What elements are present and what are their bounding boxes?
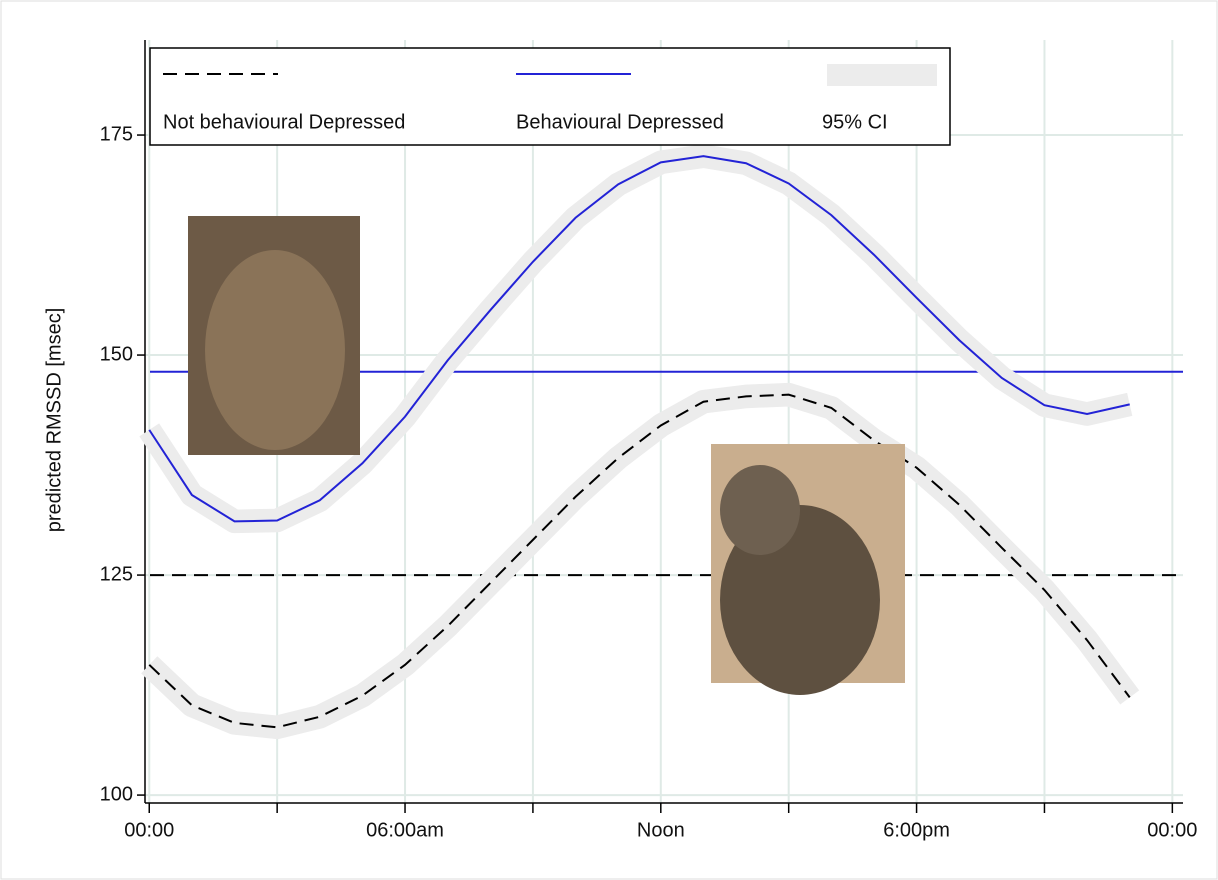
x-tick-label: 06:00am — [366, 819, 444, 841]
x-tick-label: 00:00 — [124, 819, 174, 841]
x-tick-label: Noon — [637, 819, 685, 841]
legend-label: Not behavioural Depressed — [163, 111, 405, 133]
legend-swatch — [827, 64, 937, 86]
y-axis-label: predicted RMSSD [msec] — [43, 308, 65, 533]
photo-not-depressed-head — [720, 465, 800, 555]
photo-depressed-figure — [205, 250, 345, 450]
legend-label: 95% CI — [822, 111, 888, 133]
legend-label: Behavioural Depressed — [516, 111, 724, 133]
chart: 10012515017500:0006:00amNoon6:00pm00:00 … — [0, 0, 1218, 880]
y-tick-label: 175 — [100, 123, 133, 145]
legend: Not behavioural Depressed Behavioural Dep… — [150, 48, 950, 145]
y-tick-label: 125 — [100, 563, 133, 585]
y-tick-label: 100 — [100, 783, 133, 805]
x-tick-label: 6:00pm — [883, 819, 950, 841]
x-tick-label: 00:00 — [1147, 819, 1197, 841]
y-tick-label: 150 — [100, 343, 133, 365]
